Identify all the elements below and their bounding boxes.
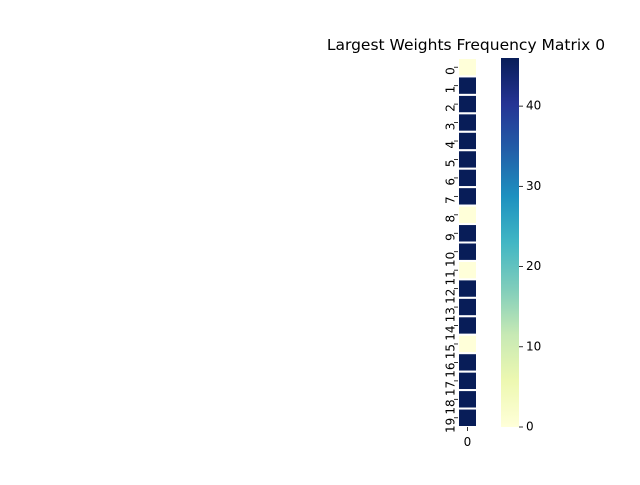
colorbar-tick-label: 10 bbox=[526, 339, 541, 353]
heatmap-cell bbox=[457, 186, 478, 207]
colorbar-tick-label: 40 bbox=[526, 99, 541, 113]
heatmap-cell bbox=[457, 278, 478, 299]
heatmap-cell bbox=[457, 167, 478, 189]
row-tick-label: 7 bbox=[444, 196, 458, 204]
row-tick-label: 18 bbox=[444, 399, 458, 414]
heatmap-cell bbox=[457, 112, 478, 133]
heatmap-cell bbox=[457, 130, 478, 152]
row-tick-label: 11 bbox=[444, 270, 458, 285]
heatmap-cell bbox=[457, 204, 478, 226]
heatmap-cell bbox=[457, 296, 478, 318]
column-tick-label: 0 bbox=[464, 435, 472, 449]
colorbar-tick-labels: 0 10 20 30 40 bbox=[519, 99, 541, 434]
heatmap-cell bbox=[457, 57, 478, 78]
row-tick-label: 10 bbox=[444, 252, 458, 267]
heatmap-cell bbox=[457, 259, 478, 281]
row-tick-label: 16 bbox=[444, 362, 458, 377]
row-tick-label: 19 bbox=[444, 418, 458, 433]
row-tick-label: 8 bbox=[444, 215, 458, 223]
colorbar-tick-label: 20 bbox=[526, 259, 541, 273]
colorbar-tick-label: 0 bbox=[526, 420, 534, 434]
heatmap-cell bbox=[457, 149, 478, 170]
row-tick-label: 5 bbox=[444, 159, 458, 167]
heatmap-cell bbox=[457, 389, 478, 410]
row-tick-label: 3 bbox=[444, 123, 458, 131]
heatmap-cell bbox=[457, 315, 478, 336]
row-tick-label: 1 bbox=[444, 86, 458, 94]
row-tick-label: 14 bbox=[444, 326, 458, 341]
row-tick-label: 0 bbox=[444, 67, 458, 75]
heatmap-cell bbox=[457, 333, 478, 355]
row-tick-label: 17 bbox=[444, 381, 458, 396]
heatmap-cell bbox=[457, 75, 478, 96]
row-tick-label: 2 bbox=[444, 104, 458, 112]
heatmap-cell bbox=[457, 223, 478, 244]
heatmap-cell bbox=[457, 407, 478, 428]
heatmap-cell bbox=[457, 352, 478, 373]
heatmap-cells bbox=[457, 57, 478, 428]
colorbar-tick-label: 30 bbox=[526, 179, 541, 193]
column-tick-labels: 0 bbox=[464, 427, 472, 449]
row-tick-label: 6 bbox=[444, 178, 458, 186]
row-tick-label: 9 bbox=[444, 233, 458, 241]
row-tick-label: 15 bbox=[444, 344, 458, 359]
chart-title: Largest Weights Frequency Matrix 0 bbox=[327, 36, 605, 54]
row-tick-label: 12 bbox=[444, 289, 458, 304]
heatmap-cell bbox=[457, 93, 478, 115]
colorbar bbox=[501, 58, 519, 427]
heatmap-cell bbox=[457, 241, 478, 262]
heatmap-cell bbox=[457, 370, 478, 392]
row-tick-label: 4 bbox=[444, 141, 458, 149]
row-tick-label: 13 bbox=[444, 307, 458, 322]
